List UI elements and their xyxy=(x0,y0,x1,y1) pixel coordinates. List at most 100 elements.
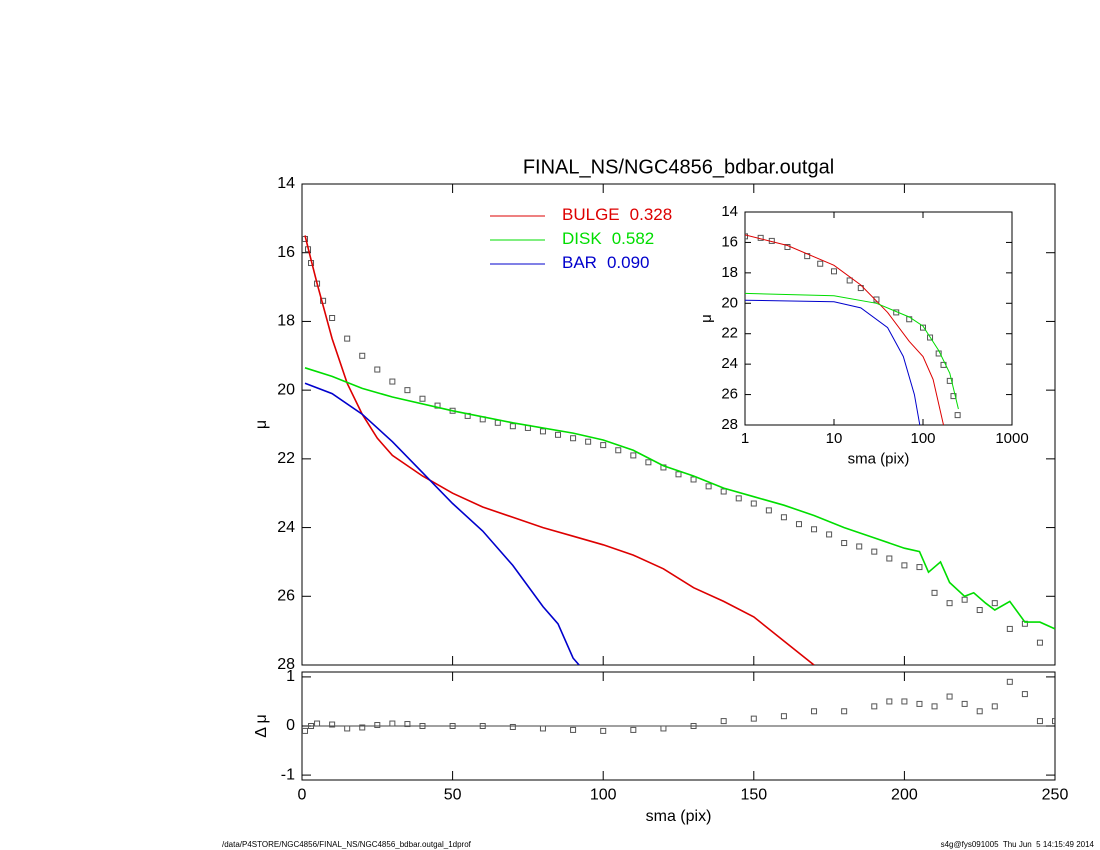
data-point xyxy=(374,366,381,373)
y-tick-label: 16 xyxy=(721,233,738,250)
data-point xyxy=(389,378,396,385)
data-point xyxy=(308,723,315,729)
data-point xyxy=(585,438,592,445)
data-point xyxy=(1052,718,1055,725)
data-point xyxy=(976,607,983,614)
data-point xyxy=(494,419,501,426)
data-point xyxy=(690,723,697,729)
y-tick-label: 20 xyxy=(721,294,738,311)
x-tick-label: 250 xyxy=(1042,786,1069,803)
data-point xyxy=(555,431,562,438)
legend-fraction: 0.328 xyxy=(630,205,673,224)
data-point xyxy=(886,698,893,705)
series-line xyxy=(745,292,959,410)
y-tick-label: 16 xyxy=(277,244,295,261)
data-point xyxy=(901,562,908,569)
data-point xyxy=(765,507,772,514)
x-tick-label: 1000 xyxy=(995,430,1028,447)
series-line xyxy=(304,235,815,665)
data-point xyxy=(976,708,983,715)
data-point xyxy=(961,700,968,707)
data-point xyxy=(705,483,712,490)
footer-right: s4g@fys091005 Thu Jun 5 14:15:49 2014 xyxy=(940,840,1094,849)
data-point xyxy=(1021,691,1028,698)
data-point xyxy=(811,526,818,533)
data-point xyxy=(920,324,926,331)
x-tick-label: 150 xyxy=(740,786,767,803)
data-point xyxy=(961,596,968,603)
data-point xyxy=(927,334,934,341)
data-point xyxy=(946,377,953,384)
data-point xyxy=(846,277,853,284)
y-tick-label: 0 xyxy=(286,717,295,734)
data-point xyxy=(630,452,637,459)
data-point xyxy=(690,476,697,483)
data-point xyxy=(991,600,998,607)
data-point xyxy=(750,500,757,507)
data-point xyxy=(509,723,516,730)
data-point xyxy=(630,726,637,733)
x-tick-label: 1 xyxy=(741,430,749,447)
data-point xyxy=(675,471,682,478)
x-tick-label: 100 xyxy=(910,430,935,447)
data-point xyxy=(946,600,953,607)
plot-area xyxy=(302,235,1055,665)
legend-name: BULGE xyxy=(562,205,620,224)
data-point xyxy=(419,723,426,729)
plot-frame xyxy=(744,211,1013,426)
y-tick-label: 26 xyxy=(277,588,295,605)
y-axis-label: Δ μ xyxy=(253,714,270,737)
data-point xyxy=(1006,625,1013,632)
data-point xyxy=(780,713,787,720)
plot-area xyxy=(302,678,1055,734)
data-point xyxy=(946,693,953,700)
y-tick-label: 14 xyxy=(721,203,738,220)
x-tick-label: 0 xyxy=(298,786,307,803)
plot-frame xyxy=(301,183,1056,666)
x-axis-label: sma (pix) xyxy=(646,808,712,825)
chart-title: FINAL_NS/NGC4856_bdbar.outgal xyxy=(523,156,834,178)
y-tick-label: 14 xyxy=(277,175,295,192)
x-tick-label: 50 xyxy=(444,786,462,803)
data-point xyxy=(344,335,351,342)
data-point xyxy=(856,543,863,550)
y-tick-label: -1 xyxy=(281,766,295,783)
series-line xyxy=(745,299,921,425)
data-point xyxy=(901,698,908,705)
data-point xyxy=(817,260,824,267)
y-tick-label: 22 xyxy=(277,450,295,467)
data-point xyxy=(404,387,411,394)
data-point xyxy=(780,514,787,521)
y-tick-label: 22 xyxy=(721,325,738,342)
data-point xyxy=(795,521,802,528)
data-point xyxy=(404,721,411,728)
data-point xyxy=(615,447,622,454)
data-point xyxy=(344,725,351,732)
y-tick-label: 1 xyxy=(286,668,295,685)
data-point xyxy=(600,727,607,734)
data-point xyxy=(302,727,309,734)
data-point xyxy=(570,435,577,442)
y-axis-label: μ xyxy=(698,314,715,323)
data-point xyxy=(600,442,607,449)
data-point xyxy=(359,724,366,731)
data-point xyxy=(886,555,893,562)
data-point xyxy=(329,314,336,321)
y-tick-label: 28 xyxy=(277,656,295,673)
data-point xyxy=(831,268,837,275)
data-point xyxy=(539,725,546,732)
y-tick-label: 28 xyxy=(721,416,738,433)
x-tick-label: 100 xyxy=(590,786,617,803)
data-point xyxy=(916,564,923,571)
data-point xyxy=(750,715,757,722)
data-point xyxy=(811,708,818,715)
data-point xyxy=(871,548,878,555)
data-point xyxy=(374,722,381,729)
data-point xyxy=(871,703,878,710)
y-tick-label: 24 xyxy=(721,355,738,372)
y-tick-label: 20 xyxy=(277,381,295,398)
legend-fraction: 0.090 xyxy=(607,253,650,272)
data-point xyxy=(841,708,848,715)
